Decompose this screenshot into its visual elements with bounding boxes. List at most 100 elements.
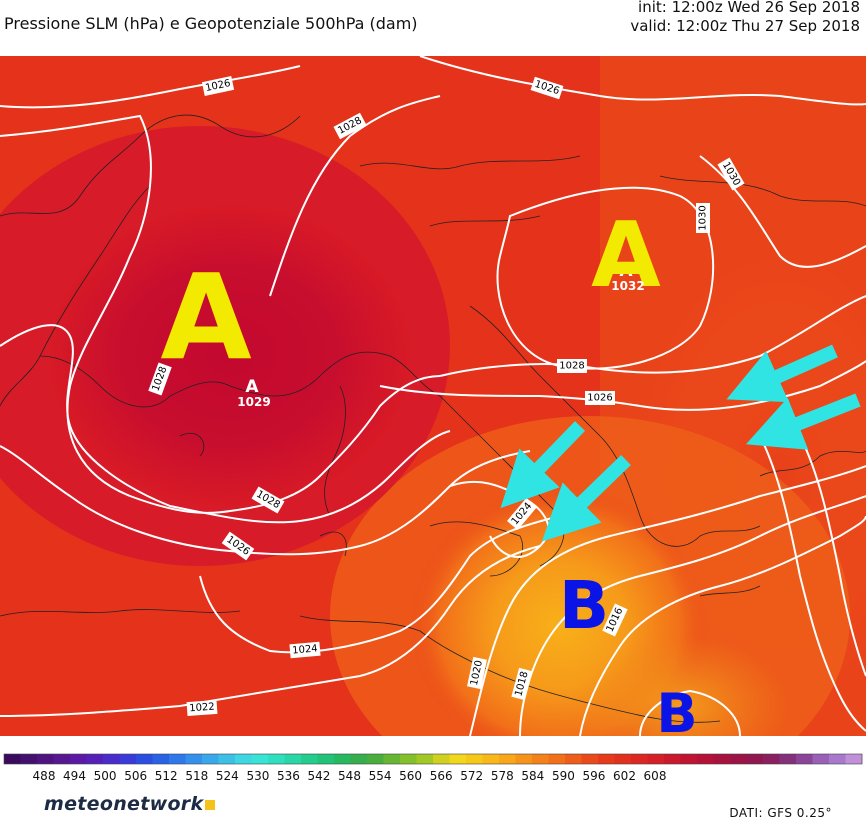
legend-swatch <box>482 754 500 764</box>
legend-swatch <box>664 754 681 764</box>
isobar-low-south <box>639 689 741 736</box>
legend-swatch <box>301 754 318 764</box>
coastlines <box>0 114 866 723</box>
high-pressure-east-small-letter: A <box>619 261 633 281</box>
legend-swatch <box>532 754 549 764</box>
isobar-1016 <box>579 515 866 736</box>
flow-arrow <box>500 421 586 509</box>
legend-tick-label: 494 <box>63 769 86 783</box>
legend-tick-label: 554 <box>369 769 392 783</box>
isobar-label: 1022 <box>189 702 215 715</box>
legend-swatch <box>730 754 747 764</box>
legend-tick-label: 542 <box>307 769 330 783</box>
brand-logo: meteonetwork <box>44 793 216 815</box>
flow-arrow <box>726 344 838 403</box>
legend-swatch <box>515 754 533 764</box>
isobar-label: 1020 <box>469 659 485 686</box>
valid-time: valid: 12:00z Thu 27 Sep 2018 <box>630 17 860 35</box>
legend-swatch <box>70 754 87 764</box>
legend-swatch <box>598 754 615 764</box>
legend-swatch <box>829 754 846 764</box>
legend-swatch <box>713 754 731 764</box>
legend-swatch <box>169 754 186 764</box>
isobar-east-2 <box>799 435 866 677</box>
legend-swatch <box>647 754 665 764</box>
chart-title: Pressione SLM (hPa) e Geopotenziale 500h… <box>4 14 418 33</box>
legend-tick-label: 530 <box>246 769 269 783</box>
legend-swatch <box>86 754 104 764</box>
brand-square-icon <box>205 800 216 810</box>
legend-swatch <box>185 754 203 764</box>
legend-swatch <box>218 754 236 764</box>
legend-swatch <box>845 754 863 764</box>
flow-arrow <box>745 393 861 450</box>
legend-tick-label: 548 <box>338 769 361 783</box>
legend-tick-label: 596 <box>582 769 605 783</box>
isobar-1018 <box>519 495 866 736</box>
high-pressure-west-letter: A <box>160 248 251 386</box>
legend-swatch <box>680 754 698 764</box>
legend-swatch <box>614 754 632 764</box>
legend-tick-label: 488 <box>33 769 56 783</box>
legend-swatch <box>383 754 401 764</box>
legend-swatch <box>548 754 566 764</box>
isobar-east-1 <box>759 435 866 732</box>
legend-tick-label: 524 <box>216 769 239 783</box>
legend-tick-label: 572 <box>460 769 483 783</box>
legend-swatch <box>235 754 252 764</box>
isobar-1028-mid <box>439 295 866 377</box>
legend-tick-label: 560 <box>399 769 422 783</box>
isobars <box>0 56 866 736</box>
data-source: DATI: GFS 0.25° <box>729 806 832 820</box>
init-time: init: 12:00z Wed 26 Sep 2018 <box>638 0 860 16</box>
legend-swatch <box>4 754 21 764</box>
isobar-label: 1026 <box>587 393 612 404</box>
field-low-south <box>570 636 790 736</box>
legend-swatch <box>499 754 516 764</box>
isobar-label: 1024 <box>292 643 318 656</box>
legend-swatch <box>433 754 450 764</box>
legend-tick-label: 500 <box>94 769 117 783</box>
legend-swatch <box>37 754 54 764</box>
legend-swatch <box>251 754 269 764</box>
field-high-inner <box>50 206 410 506</box>
isobar-label: 1026 <box>204 78 231 94</box>
isobar-label: 1028 <box>559 361 584 372</box>
legend-swatch <box>466 754 483 764</box>
legend-swatch <box>350 754 368 764</box>
legend-swatch <box>631 754 648 764</box>
legend-swatch <box>779 754 797 764</box>
legend-swatch <box>317 754 335 764</box>
legend-swatch <box>400 754 417 764</box>
legend-swatch <box>103 754 120 764</box>
legend-tick-label: 566 <box>430 769 453 783</box>
high-pressure-east-value: 1032 <box>611 279 644 293</box>
isobar-north-1026b <box>419 56 866 106</box>
high-pressure-west-small-letter: A <box>245 377 259 397</box>
legend-ticks: 488 494 500 506 512 518 524 530 536 542 548 554 560 5… <box>33 769 667 783</box>
legend-swatch <box>416 754 434 764</box>
high-pressure-east-letter: A <box>591 203 661 308</box>
legend-swatch <box>796 754 813 764</box>
flow-arrows <box>500 344 861 542</box>
legend-tick-label: 584 <box>521 769 544 783</box>
legend-swatch <box>268 754 285 764</box>
flow-arrow <box>541 454 631 542</box>
legend-bar <box>3 753 863 765</box>
isobar-1026-mid <box>379 360 866 411</box>
legend-swatch <box>202 754 219 764</box>
isobar-1028-ring <box>269 95 441 297</box>
color-legend: 488 494 500 506 512 518 524 530 536 542 548 554 560 5… <box>3 753 863 783</box>
isobar-north-1026 <box>0 65 301 109</box>
low-pressure-south-letter: B <box>656 682 697 736</box>
legend-tick-label: 506 <box>124 769 147 783</box>
legend-swatch <box>334 754 351 764</box>
isobar-1020 <box>469 465 866 736</box>
isobar-1028-west <box>0 114 441 514</box>
legend-swatch <box>581 754 599 764</box>
legend-swatch <box>565 754 582 764</box>
legend-swatch <box>53 754 71 764</box>
legend-tick-label: 590 <box>552 769 575 783</box>
legend-swatch <box>20 754 38 764</box>
isobar-1022 <box>0 545 541 717</box>
